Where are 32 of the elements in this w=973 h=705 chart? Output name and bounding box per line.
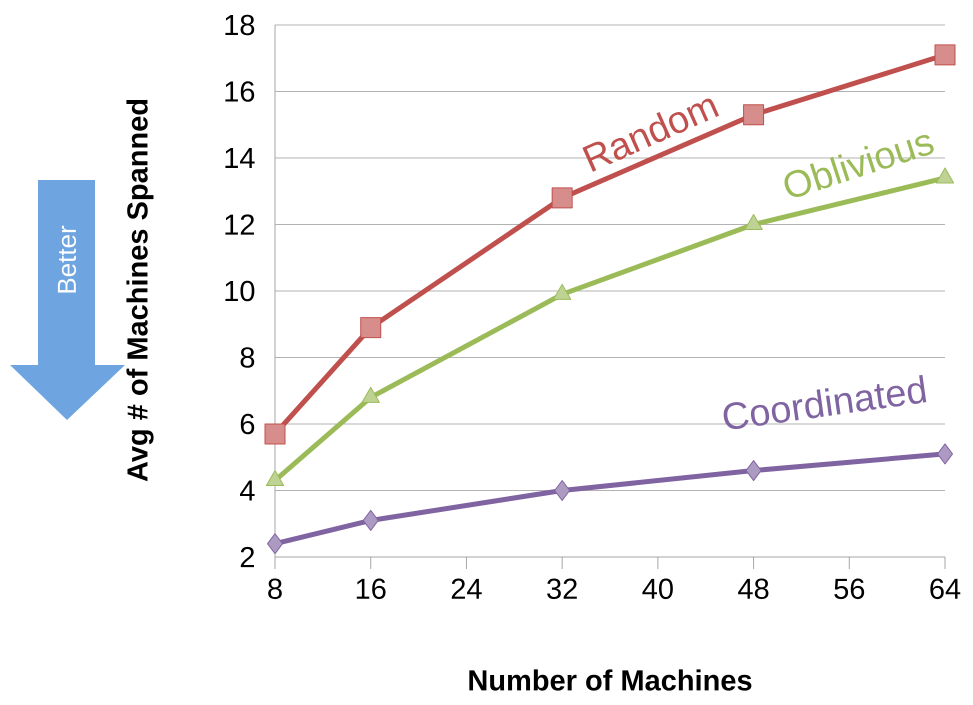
x-tick-label: 48 xyxy=(738,578,768,600)
x-tick-label: 32 xyxy=(547,578,577,600)
y-tick-label: 8 xyxy=(240,347,254,368)
text: Coordinated xyxy=(724,374,926,430)
y-tick-label: 2 xyxy=(240,546,254,568)
y-tick-label: 18 xyxy=(225,14,254,36)
point xyxy=(360,317,382,338)
x-tick-label: 64 xyxy=(930,578,960,600)
text: Oblivious xyxy=(784,134,934,197)
x-tick-label: 24 xyxy=(452,578,482,599)
point xyxy=(267,533,284,554)
y-tick-label: 14 xyxy=(225,148,255,168)
y-tick-label: 10 xyxy=(225,280,254,302)
text: Better xyxy=(58,226,76,293)
point xyxy=(934,44,956,66)
y-tick-label: 16 xyxy=(225,81,254,102)
point xyxy=(746,460,762,482)
y-tick-label: 12 xyxy=(225,214,254,235)
point xyxy=(937,443,954,464)
y-tick-label: 4 xyxy=(240,480,255,500)
point xyxy=(362,510,379,531)
x-tick-label: 56 xyxy=(834,578,864,600)
point xyxy=(552,187,573,208)
x-tick-label: 8 xyxy=(268,578,282,600)
y-axis-title: Avg # of Machines Spanned xyxy=(126,100,154,482)
x-axis-title: Number of Machines xyxy=(469,669,752,691)
point xyxy=(554,480,570,501)
y-tick-label: 6 xyxy=(240,414,254,434)
point xyxy=(743,104,764,126)
point xyxy=(264,423,286,444)
x-tick-label: 40 xyxy=(642,578,673,600)
x-tick-label: 16 xyxy=(356,578,386,600)
